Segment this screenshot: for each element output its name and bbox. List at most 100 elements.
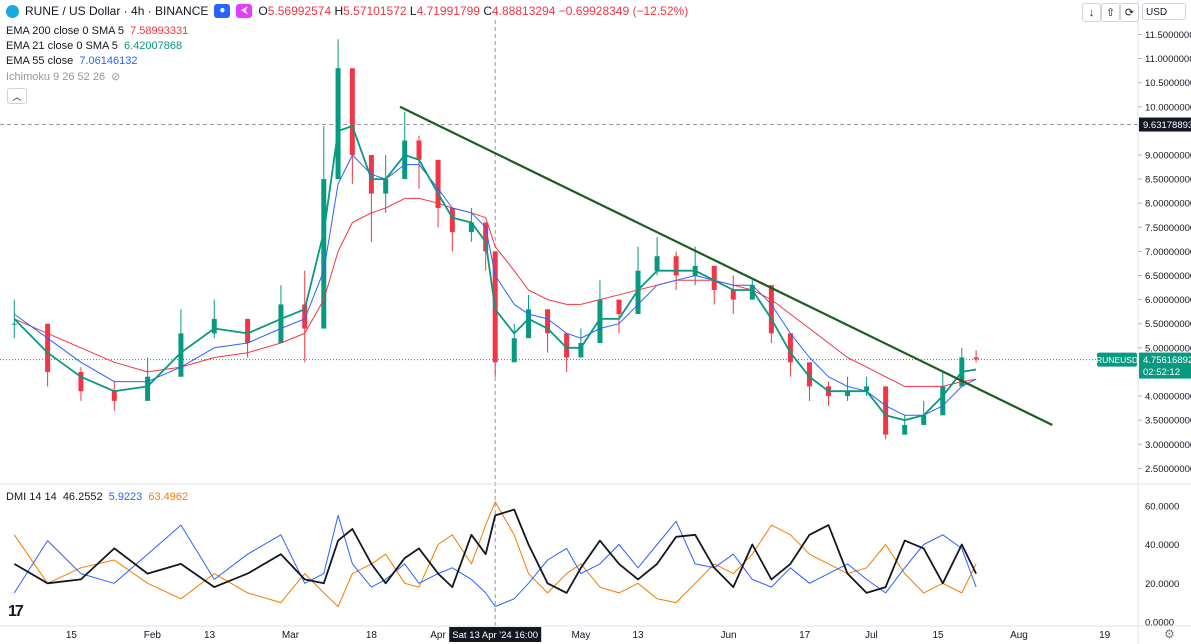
countdown-label: 02:52:12 [1143,367,1180,378]
price-tick-label: 5.00000000 [1145,343,1191,354]
price-tick-label: 11.50000000 [1145,30,1191,41]
price-tick-label: 3.50000000 [1145,416,1191,427]
candle-body [883,386,889,435]
candle-body [302,304,308,329]
candle-body [278,304,284,344]
candle-body [845,391,851,397]
price-tick-label: 4.00000000 [1145,392,1191,403]
candle-body [749,285,755,300]
candle-body [711,265,717,290]
arrow-icon[interactable]: ⮜ [236,4,253,18]
crosshair-time-label: Sat 13 Apr '24 16:00 [452,630,538,641]
candle-body [402,140,408,180]
candle-body [921,415,927,425]
time-tick-label: May [571,630,590,641]
price-tick-label: 5.50000000 [1145,319,1191,330]
gear-icon[interactable]: ⚙ [1164,627,1175,641]
candle-body [526,309,532,339]
candle-body [768,285,774,334]
candle-body [335,68,341,180]
legend-ema21[interactable]: EMA 21 close 0 SMA 5 6.42007868 [6,40,183,52]
candle-body [245,318,251,344]
symbol-title[interactable]: RUNE / US Dollar · 4h · BINANCE [25,4,209,18]
hidden-eye-icon[interactable]: ⊘ [111,71,121,83]
candle-body [730,289,736,300]
collapse-legend-button[interactable]: ︿ [7,88,27,104]
legend-ichimoku[interactable]: Ichimoku 9 26 52 26 ⊘ [6,71,121,83]
eye-dot-icon[interactable]: ● [214,4,231,18]
candle-body [468,222,474,233]
ohlc-values: O5.56992574 H5.57101572 L4.71991799 C4.8… [258,4,689,18]
candle-body [111,391,117,401]
legend-ema55[interactable]: EMA 55 close 7.06146132 [6,55,138,67]
time-tick-label: Jul [865,630,878,641]
time-tick-label: 13 [632,630,644,641]
time-tick-label: Apr [430,630,446,641]
dmi-tick-label: 60.0000 [1145,501,1179,512]
candle-body [11,323,17,325]
candle-body [940,386,946,416]
dmi-adx-line [13,508,977,594]
price-tick-label: 9.00000000 [1145,150,1191,161]
screenshot-icon[interactable]: ⇧ [1101,3,1120,22]
trendline [399,105,1053,426]
price-tick-label: 10.00000000 [1145,102,1191,113]
dmi-plus-di-line [13,514,977,607]
candle-body [902,424,908,435]
candle-body [211,318,217,334]
symbol-legend: RUNE / US Dollar · 4h · BINANCE ● ⮜ O5.5… [6,4,688,18]
candle-body [564,333,570,358]
dmi-tick-label: 40.0000 [1145,540,1179,551]
dmi-minus-di-line [13,501,977,607]
price-tick-label: 7.50000000 [1145,223,1191,234]
arrow-down-icon[interactable]: ↓ [1082,3,1101,22]
price-tick-label: 6.00000000 [1145,295,1191,306]
candle-body [616,299,622,315]
price-tick-label: 10.50000000 [1145,78,1191,89]
price-tick-label: 7.00000000 [1145,247,1191,258]
last-price-label: 4.75616892 [1143,355,1191,366]
candle-body [321,179,327,329]
price-pane [11,39,1053,440]
candle-body [483,222,489,252]
refresh-icon[interactable]: ⟳ [1120,3,1139,22]
last-price-badge [1139,352,1191,379]
candle-body [973,357,979,360]
time-tick-label: 15 [932,630,944,641]
chart-grid [0,20,1138,626]
candle-body [383,179,389,194]
candle-body [416,140,422,160]
legend-ema200[interactable]: EMA 200 close 0 SMA 5 7.58993331 [6,25,189,37]
candle-body [864,386,870,392]
candle-body [578,343,584,358]
time-tick-label: Feb [144,630,162,641]
symbol-badge-label: RUNEUSD [1096,355,1138,365]
candle-body [449,208,455,233]
time-tick-label: 18 [366,630,378,641]
candle-body [349,68,355,155]
price-tick-label: 8.00000000 [1145,199,1191,210]
ema21-line [13,125,977,422]
candle-body [178,333,184,377]
time-tick-label: 15 [66,630,78,641]
time-tick-label: Jun [720,630,736,641]
candle-body [597,299,603,344]
candle-body [673,256,679,276]
time-tick-label: Aug [1010,630,1028,641]
currency-select[interactable]: USD [1142,3,1186,20]
price-tick-label: 8.50000000 [1145,175,1191,186]
candle-body [145,376,151,401]
tradingview-logo: 17 [8,603,24,620]
price-tick-label: 2.50000000 [1145,464,1191,475]
price-tick-label: 6.50000000 [1145,271,1191,282]
dmi-tick-label: 0.0000 [1145,618,1174,629]
dmi-pane [13,501,977,607]
candle-body [435,159,441,209]
time-tick-label: 19 [1099,630,1111,641]
legend-dmi[interactable]: DMI 14 14 46.2552 5.9223 63.4962 [6,491,189,503]
crosshair-time-badge [449,627,542,642]
candle-body [545,309,551,334]
time-tick-label: Mar [282,630,300,641]
